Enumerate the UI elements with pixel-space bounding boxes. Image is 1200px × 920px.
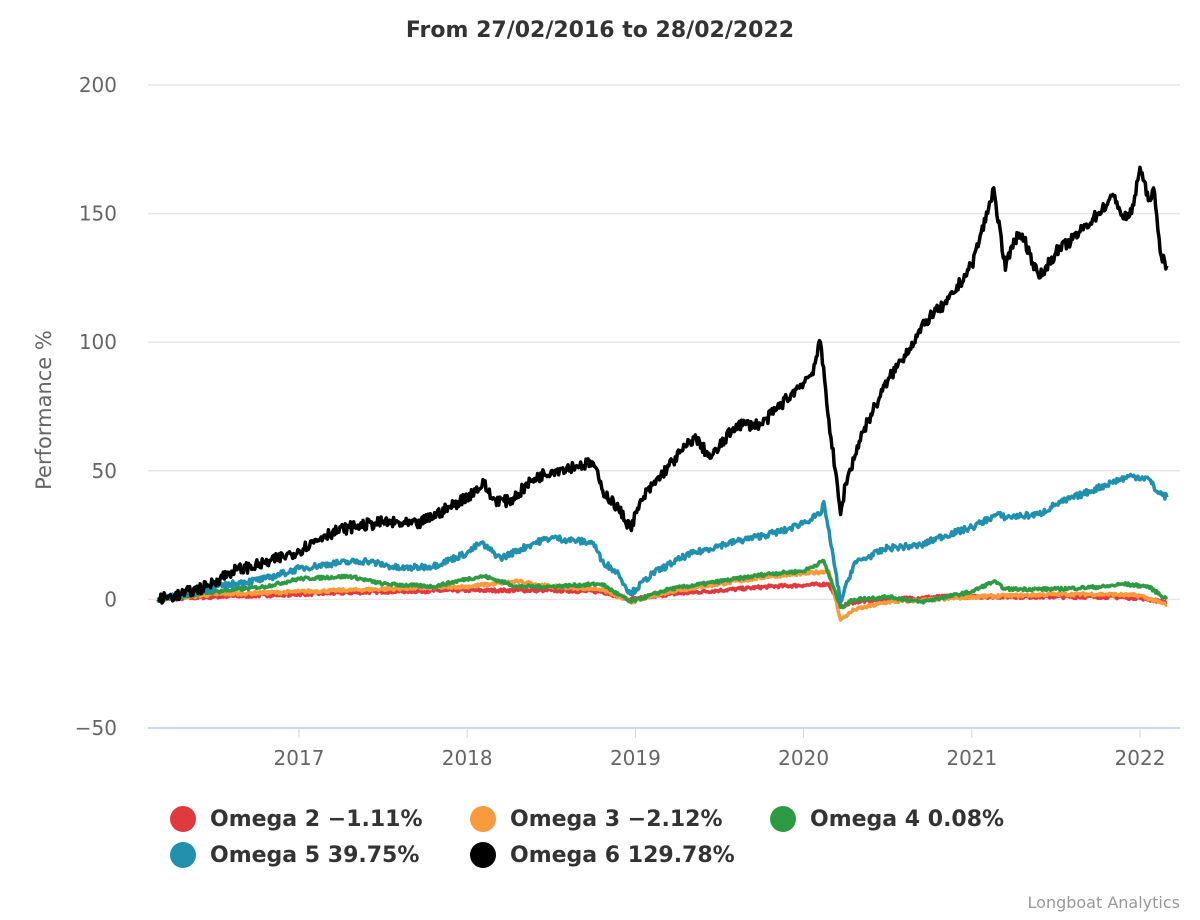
x-tick-label: 2018 <box>442 746 493 770</box>
y-tick-label: −50 <box>75 716 117 740</box>
performance-chart: From 27/02/2016 to 28/02/2022 Performanc… <box>32 18 1180 770</box>
legend-item-omega-4[interactable]: Omega 4 0.08% <box>770 806 1004 832</box>
legend-label: Omega 3 −2.12% <box>510 806 723 832</box>
x-tick-label: 2022 <box>1115 746 1166 770</box>
x-axis: 2017 2018 2019 2020 2021 2022 <box>274 728 1166 770</box>
legend-label: Omega 6 129.78% <box>510 842 735 868</box>
legend-item-omega-3[interactable]: Omega 3 −2.12% <box>470 806 723 832</box>
legend-item-omega-5[interactable]: Omega 5 39.75% <box>170 842 419 868</box>
series-lines <box>156 165 1169 622</box>
y-tick-label: 0 <box>104 587 117 611</box>
legend-dot-icon <box>170 806 196 832</box>
legend-dot-icon <box>470 806 496 832</box>
x-tick-label: 2021 <box>946 746 997 770</box>
y-tick-label: 200 <box>79 73 117 97</box>
legend-label: Omega 2 −1.11% <box>210 806 423 832</box>
legend-dot-icon <box>170 842 196 868</box>
y-tick-label: 50 <box>92 459 117 483</box>
chart-title: From 27/02/2016 to 28/02/2022 <box>406 18 794 43</box>
x-tick-label: 2020 <box>778 746 829 770</box>
y-axis-label: Performance % <box>32 330 56 490</box>
legend-item-omega-6[interactable]: Omega 6 129.78% <box>470 842 735 868</box>
x-tick-label: 2019 <box>610 746 661 770</box>
series-line-omega-4 <box>156 558 1169 610</box>
series-line-omega-5 <box>156 472 1169 604</box>
legend-item-omega-2[interactable]: Omega 2 −1.11% <box>170 806 423 832</box>
legend-label: Omega 5 39.75% <box>210 842 420 868</box>
legend-dot-icon <box>470 842 496 868</box>
series-line-omega-6 <box>157 165 1169 605</box>
y-tick-label: 150 <box>79 202 117 226</box>
gridlines <box>148 84 1180 729</box>
legend-dot-icon <box>770 806 796 832</box>
legend-label: Omega 4 0.08% <box>810 806 1005 832</box>
x-tick-label: 2017 <box>274 746 325 770</box>
y-axis-ticks: 200 150 100 50 0 −50 <box>75 73 117 740</box>
y-tick-label: 100 <box>79 330 117 354</box>
credit-link[interactable]: Longboat Analytics <box>1027 893 1180 912</box>
